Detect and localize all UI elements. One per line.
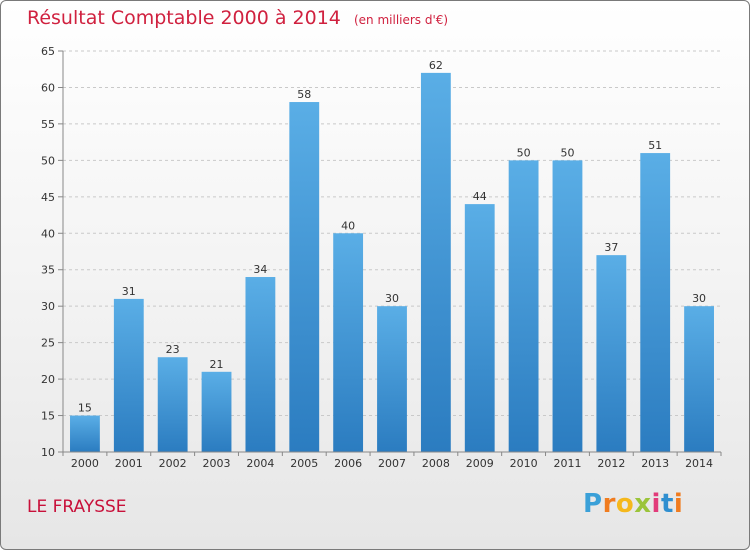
x-tick-label: 2005 <box>290 457 318 470</box>
x-tick-label: 2003 <box>203 457 231 470</box>
y-tick-label: 25 <box>41 337 55 350</box>
x-tick-label: 2009 <box>466 457 494 470</box>
bar <box>640 153 671 452</box>
axis-layer: 10 15 20 25 30 35 40 45 50 55 60 65 2000 2001 2002 2003… <box>41 45 722 470</box>
bar-value-label: 40 <box>341 219 355 232</box>
x-tick-label: 2012 <box>597 457 625 470</box>
y-tick-label: 15 <box>41 410 55 423</box>
bar <box>464 204 495 452</box>
bar <box>113 298 144 452</box>
bar-value-label: 37 <box>604 241 618 254</box>
bar <box>333 233 364 452</box>
x-tick-label: 2006 <box>334 457 362 470</box>
x-tick-label: 2014 <box>685 457 713 470</box>
bar <box>420 72 451 452</box>
y-tick-label: 60 <box>41 81 55 94</box>
chart-header: Résultat Comptable 2000 à 2014 (en milli… <box>27 7 448 29</box>
x-tick-label: 2007 <box>378 457 406 470</box>
logo-letter: i <box>651 489 661 519</box>
bar <box>377 306 407 452</box>
town-name: LE FRAYSSE <box>27 497 127 517</box>
x-tick-label: 2001 <box>115 457 143 470</box>
logo-letter: t <box>660 489 674 519</box>
bar <box>289 102 320 452</box>
x-tick-label: 2010 <box>510 457 538 470</box>
x-tick-label: 2000 <box>71 457 99 470</box>
bar-value-label: 51 <box>648 139 662 152</box>
x-tick-label: 2008 <box>422 457 450 470</box>
bar-value-label: 31 <box>122 285 136 298</box>
bar-value-label: 30 <box>385 292 399 305</box>
y-tick-label: 55 <box>41 118 55 131</box>
x-tick-label: 2011 <box>553 457 581 470</box>
y-tick-label: 30 <box>41 300 55 313</box>
bar-value-label: 50 <box>560 146 574 159</box>
logo-letter: P <box>583 489 603 519</box>
logo-letter: x <box>634 489 652 519</box>
bar <box>684 306 714 452</box>
bar-value-label: 15 <box>78 402 92 415</box>
bar <box>596 255 627 452</box>
bar <box>245 277 276 452</box>
chart-subtitle: (en milliers d'€) <box>353 13 449 27</box>
bar-value-label: 34 <box>253 263 267 276</box>
bar <box>157 357 188 452</box>
y-tick-label: 40 <box>41 227 55 240</box>
y-tick-label: 45 <box>41 191 55 204</box>
y-tick-label: 20 <box>41 373 55 386</box>
y-tick-label: 65 <box>41 45 55 58</box>
logo-letter: o <box>615 489 635 519</box>
bar-value-label: 44 <box>473 190 487 203</box>
bar-layer: 15 31 23 21 34 58 40 30 62 44 50 50 37 51 30 <box>70 59 714 452</box>
y-tick-label: 35 <box>41 264 55 277</box>
y-tick-label: 10 <box>41 446 55 459</box>
x-tick-label: 2002 <box>159 457 187 470</box>
y-tick-label: 50 <box>41 154 55 167</box>
x-tick-label: 2013 <box>641 457 669 470</box>
bar <box>70 415 100 452</box>
bar-value-label: 30 <box>692 292 706 305</box>
logo-letter: r <box>602 489 616 519</box>
bar-value-label: 21 <box>210 358 224 371</box>
bar <box>552 160 583 452</box>
bar-value-label: 62 <box>429 59 443 72</box>
bar-value-label: 58 <box>297 88 311 101</box>
chart-title: Résultat Comptable 2000 à 2014 <box>27 7 341 29</box>
bar <box>201 371 232 452</box>
proxiti-logo: Proxiti <box>583 489 683 519</box>
bar-value-label: 50 <box>517 146 531 159</box>
logo-letter: i <box>673 489 684 519</box>
bar <box>508 160 539 452</box>
bar-value-label: 23 <box>166 343 180 356</box>
x-tick-label: 2004 <box>246 457 274 470</box>
